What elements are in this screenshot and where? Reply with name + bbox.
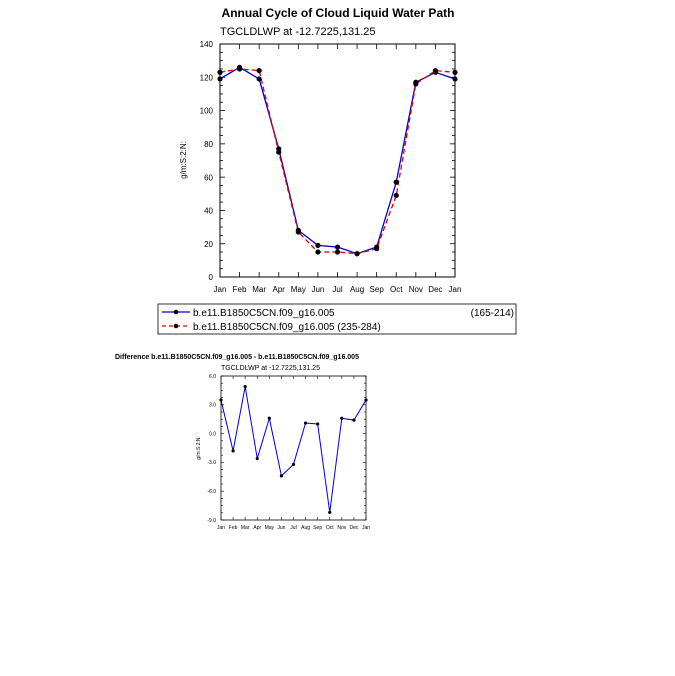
y-tick-label: 60	[204, 173, 213, 182]
x-tick-label: Jan	[362, 525, 370, 531]
series-1-point-11	[432, 68, 439, 74]
x-tick-label: Jul	[290, 525, 296, 531]
x-tick-label: Feb	[229, 525, 238, 531]
series-0-point-5	[279, 474, 284, 478]
x-tick-label: Apr	[273, 285, 286, 294]
difference-axis-ticks: -9.0 -6.0 -3.0 0.0 3.0 6.0 Jan Feb Mar Apr May Jun J…	[207, 374, 370, 531]
x-tick-label: Jul	[332, 285, 342, 294]
y-tick-label: 40	[204, 207, 213, 216]
x-tick-label: May	[265, 525, 275, 531]
x-tick-label: Nov	[337, 525, 346, 531]
y-tick-label: 100	[200, 107, 214, 116]
x-tick-label: Aug	[350, 285, 364, 294]
x-tick-label: Sep	[370, 285, 385, 294]
difference-chart: Difference b.e11.B1850C5CN.f09_g16.005 -…	[115, 354, 370, 531]
y-tick-label: 120	[200, 73, 214, 82]
difference-series-group	[219, 384, 368, 514]
x-tick-label: Feb	[233, 285, 247, 294]
x-tick-label: Aug	[301, 525, 310, 531]
series-1-point-5	[315, 249, 321, 255]
legend-entry-2-marker	[173, 323, 179, 329]
series-0-point-9	[328, 510, 332, 514]
difference-chart-title: Difference b.e11.B1850C5CN.f09_g16.005 -…	[115, 354, 359, 361]
series-0-point-4	[267, 416, 271, 420]
series-0-point-7	[303, 421, 308, 425]
series-1-point-1	[236, 66, 243, 72]
series-0-point-6	[334, 244, 341, 250]
main-chart-subtitle: TGCLDLWP at -12.7225,131.25	[220, 26, 376, 38]
legend-entry-2-label: b.e11.B1850C5CN.f09_g16.005 (235-284)	[193, 322, 381, 333]
main-y-axis-label: g/m:S:2:N:	[179, 141, 188, 179]
series-0-point-11	[352, 418, 356, 422]
series-0-point-8	[316, 422, 320, 426]
legend-entry-1-marker	[173, 309, 179, 315]
difference-y-axis-label: g/m:S:2:N:	[196, 436, 202, 460]
x-tick-label: Jan	[217, 525, 225, 531]
x-tick-label: Jan	[214, 285, 227, 294]
x-tick-label: Jan	[449, 285, 462, 294]
x-tick-label: Mar	[252, 285, 266, 294]
series-0-point-2	[243, 384, 247, 389]
x-tick-label: Jun	[277, 525, 285, 531]
y-tick-label: 20	[204, 240, 213, 249]
legend-box	[157, 303, 517, 335]
legend: b.e11.B1850C5CN.f09_g16.005 (165-214) b.…	[157, 303, 517, 335]
legend-entry-1: b.e11.B1850C5CN.f09_g16.005 (165-214)	[162, 308, 514, 319]
x-tick-label: Nov	[409, 285, 423, 294]
series-0-point-2	[256, 76, 262, 82]
series-1-point-7	[354, 251, 360, 257]
series-0-point-3	[255, 456, 259, 461]
main-chart: Annual Cycle of Cloud Liquid Water Path …	[179, 6, 461, 294]
x-tick-label: Apr	[253, 525, 261, 531]
series-0-point-1	[231, 449, 235, 453]
x-tick-label: Sep	[313, 525, 322, 531]
x-tick-label: Oct	[326, 525, 334, 531]
y-tick-label: 3.0	[209, 403, 216, 409]
series-1-point-9	[393, 192, 399, 199]
difference-plot-frame	[220, 375, 367, 521]
series-0-point-9	[393, 179, 399, 185]
main-chart-title: Annual Cycle of Cloud Liquid Water Path	[222, 6, 455, 20]
series-0-point-5	[315, 242, 321, 248]
y-tick-label: 0	[209, 273, 214, 282]
x-tick-label: Dec	[428, 285, 442, 294]
series-1-point-10	[413, 81, 419, 87]
x-tick-label: Oct	[390, 285, 403, 294]
y-tick-label: 6.0	[209, 374, 216, 380]
legend-entry-1-period: (165-214)	[471, 308, 514, 319]
legend-entry-2: b.e11.B1850C5CN.f09_g16.005 (235-284)	[162, 322, 381, 333]
difference-chart-subtitle: TGCLDLWP at -12.7225,131.25	[221, 365, 320, 372]
series-1-point-3	[276, 149, 282, 155]
series-1-point-6	[334, 249, 341, 255]
y-tick-label: -3.0	[207, 460, 216, 466]
legend-entry-1-label: b.e11.B1850C5CN.f09_g16.005	[193, 308, 335, 319]
series-1-point-8	[374, 246, 380, 252]
y-tick-label: -9.0	[207, 518, 216, 524]
x-tick-label: Jun	[311, 285, 324, 294]
main-plot-frame	[219, 43, 456, 278]
series-1-point-4	[295, 229, 301, 235]
series-1-point-2	[256, 68, 262, 74]
y-tick-label: 0.0	[209, 431, 216, 437]
y-tick-label: -6.0	[207, 489, 216, 495]
main-series-group	[217, 64, 458, 257]
x-tick-label: May	[291, 285, 306, 294]
y-tick-label: 80	[204, 140, 213, 149]
x-tick-label: Mar	[241, 525, 250, 531]
series-0-point-10	[340, 416, 344, 420]
x-tick-label: Dec	[349, 525, 358, 531]
y-tick-label: 140	[200, 40, 214, 49]
series-0-point-6	[291, 462, 296, 466]
